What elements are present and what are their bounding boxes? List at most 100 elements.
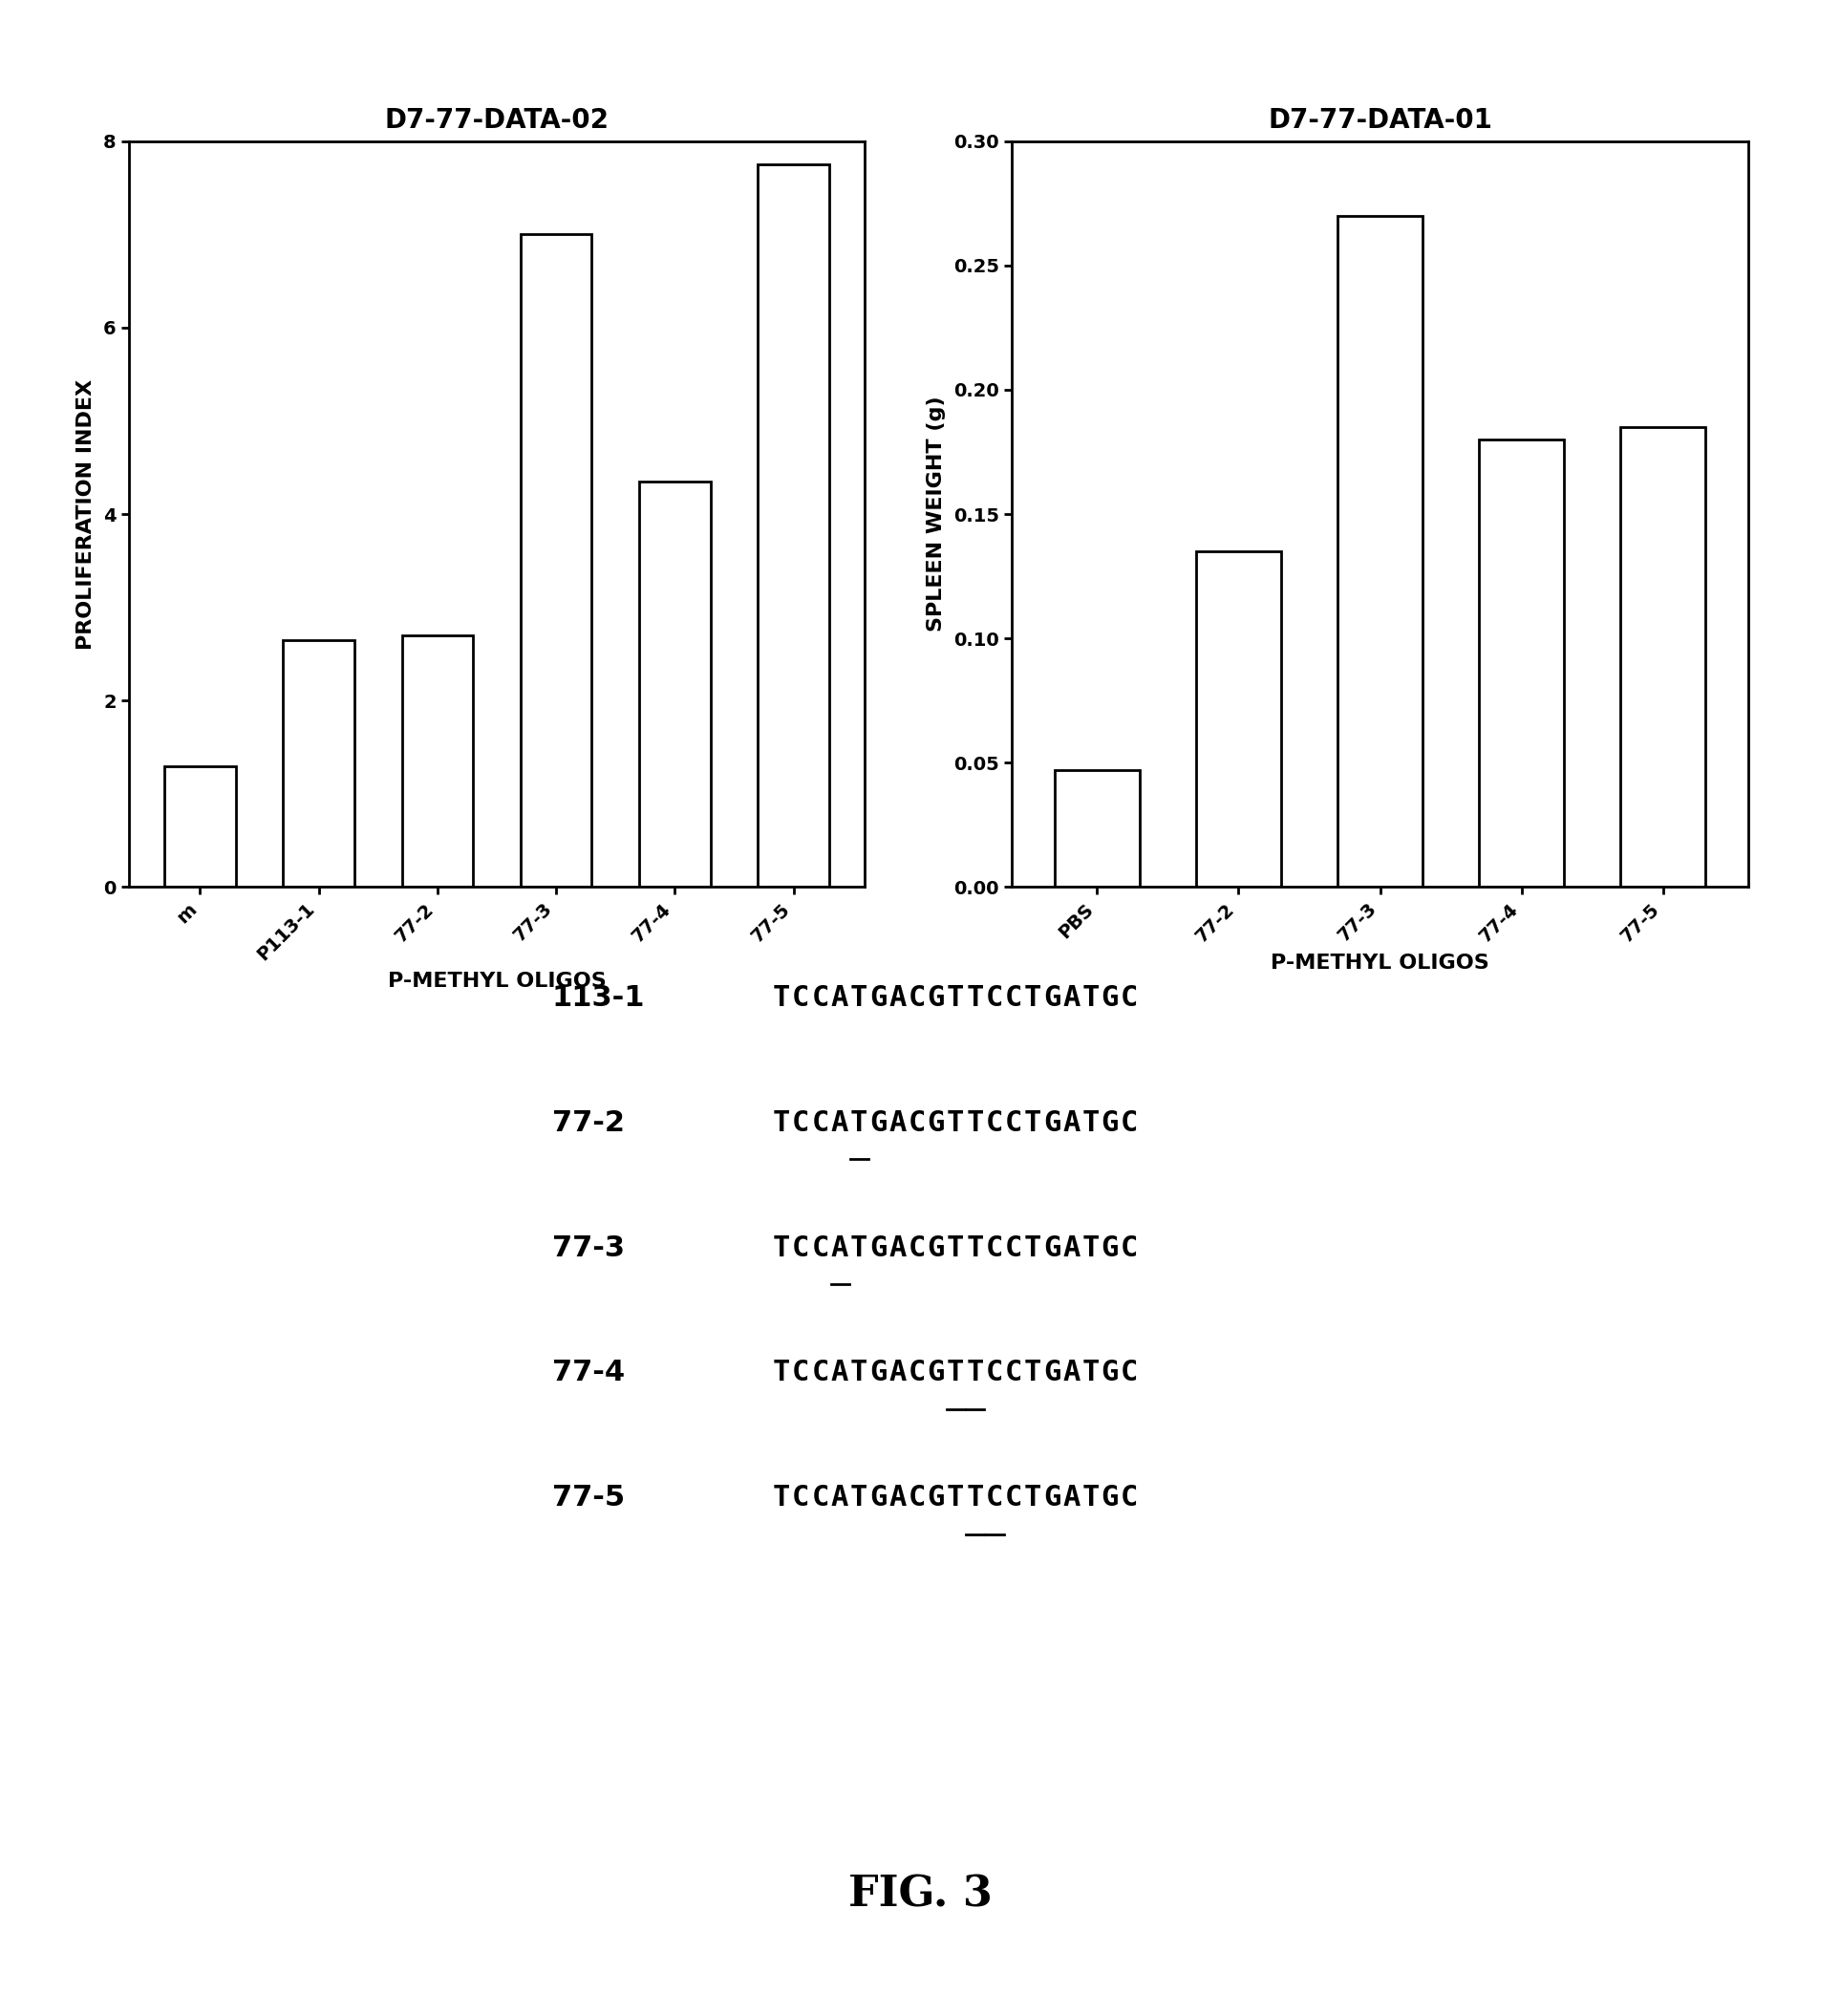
Text: 77-5: 77-5 — [552, 1484, 626, 1512]
Text: G: G — [1102, 1359, 1119, 1387]
Text: T: T — [850, 1109, 868, 1137]
Text: T: T — [773, 1484, 791, 1512]
Text: G: G — [1043, 1359, 1062, 1387]
Text: 77-4: 77-4 — [552, 1359, 626, 1387]
Text: T: T — [773, 984, 791, 1012]
Text: G: G — [927, 984, 946, 1012]
Bar — [283, 639, 355, 887]
Text: G: G — [870, 1484, 887, 1512]
X-axis label: P-METHYL OLIGOS: P-METHYL OLIGOS — [388, 972, 605, 992]
Text: A: A — [832, 1484, 848, 1512]
Text: FIG. 3: FIG. 3 — [848, 1875, 992, 1915]
Text: T: T — [773, 1109, 791, 1137]
Text: C: C — [909, 1484, 926, 1512]
Bar — [1338, 216, 1422, 887]
Text: C: C — [909, 1234, 926, 1262]
Text: A: A — [1064, 1484, 1080, 1512]
Y-axis label: PROLIFERATION INDEX: PROLIFERATION INDEX — [75, 379, 96, 649]
Text: C: C — [1005, 1359, 1023, 1387]
Text: G: G — [870, 984, 887, 1012]
Text: T: T — [773, 1234, 791, 1262]
Text: C: C — [1005, 1484, 1023, 1512]
Text: G: G — [1043, 984, 1062, 1012]
Bar — [1054, 770, 1139, 887]
Bar — [1196, 550, 1281, 887]
Text: C: C — [1121, 1484, 1139, 1512]
Text: C: C — [811, 984, 830, 1012]
Text: C: C — [909, 984, 926, 1012]
Text: G: G — [870, 1359, 887, 1387]
Bar — [164, 766, 236, 887]
Text: C: C — [986, 1359, 1003, 1387]
Text: C: C — [791, 1109, 810, 1137]
Title: D7-77-DATA-02: D7-77-DATA-02 — [385, 107, 609, 133]
Text: T: T — [966, 1109, 984, 1137]
Text: C: C — [986, 1234, 1003, 1262]
Text: T: T — [1025, 1109, 1041, 1137]
Text: A: A — [1064, 1109, 1080, 1137]
Text: C: C — [986, 984, 1003, 1012]
Text: T: T — [1082, 1234, 1100, 1262]
Text: G: G — [1043, 1234, 1062, 1262]
Text: G: G — [927, 1359, 946, 1387]
Bar — [758, 165, 830, 887]
Text: T: T — [946, 1109, 964, 1137]
Text: A: A — [889, 1109, 907, 1137]
Y-axis label: SPLEEN WEIGHT (g): SPLEEN WEIGHT (g) — [927, 397, 946, 631]
Title: D7-77-DATA-01: D7-77-DATA-01 — [1268, 107, 1492, 133]
Text: 113-1: 113-1 — [552, 984, 646, 1012]
Text: C: C — [909, 1359, 926, 1387]
Text: G: G — [1043, 1109, 1062, 1137]
Text: T: T — [966, 984, 984, 1012]
Text: T: T — [966, 1359, 984, 1387]
Bar — [638, 482, 710, 887]
Text: C: C — [1005, 1109, 1023, 1137]
Text: C: C — [811, 1234, 830, 1262]
Text: A: A — [832, 1359, 848, 1387]
Text: C: C — [1121, 1359, 1139, 1387]
Text: G: G — [927, 1484, 946, 1512]
Text: G: G — [1102, 1484, 1119, 1512]
Text: T: T — [946, 1234, 964, 1262]
Bar — [401, 635, 473, 887]
Text: T: T — [946, 1359, 964, 1387]
Text: 77-3: 77-3 — [552, 1234, 624, 1262]
Text: A: A — [1064, 1234, 1080, 1262]
Text: T: T — [1025, 1484, 1041, 1512]
Text: G: G — [1102, 1234, 1119, 1262]
Bar — [1479, 439, 1564, 887]
Text: A: A — [889, 1484, 907, 1512]
X-axis label: P-METHYL OLIGOS: P-METHYL OLIGOS — [1271, 954, 1489, 972]
Text: G: G — [1043, 1484, 1062, 1512]
Text: T: T — [1025, 984, 1041, 1012]
Text: A: A — [1064, 984, 1080, 1012]
Text: C: C — [1005, 984, 1023, 1012]
Bar — [1621, 427, 1706, 887]
Text: T: T — [966, 1484, 984, 1512]
Text: A: A — [889, 1359, 907, 1387]
Text: T: T — [1082, 1484, 1100, 1512]
Text: G: G — [870, 1234, 887, 1262]
Text: T: T — [1025, 1234, 1041, 1262]
Text: A: A — [1064, 1359, 1080, 1387]
Text: A: A — [889, 1234, 907, 1262]
Text: 77-2: 77-2 — [552, 1109, 624, 1137]
Text: C: C — [811, 1484, 830, 1512]
Text: A: A — [832, 984, 848, 1012]
Text: T: T — [1082, 984, 1100, 1012]
Text: G: G — [870, 1109, 887, 1137]
Text: C: C — [811, 1359, 830, 1387]
Text: G: G — [1102, 1109, 1119, 1137]
Text: T: T — [946, 984, 964, 1012]
Text: C: C — [1121, 1109, 1139, 1137]
Text: T: T — [946, 1484, 964, 1512]
Text: A: A — [832, 1234, 848, 1262]
Text: G: G — [927, 1234, 946, 1262]
Text: T: T — [1082, 1359, 1100, 1387]
Text: T: T — [850, 1234, 868, 1262]
Text: C: C — [1121, 1234, 1139, 1262]
Text: T: T — [1025, 1359, 1041, 1387]
Text: G: G — [1102, 984, 1119, 1012]
Text: C: C — [986, 1109, 1003, 1137]
Bar — [521, 234, 592, 887]
